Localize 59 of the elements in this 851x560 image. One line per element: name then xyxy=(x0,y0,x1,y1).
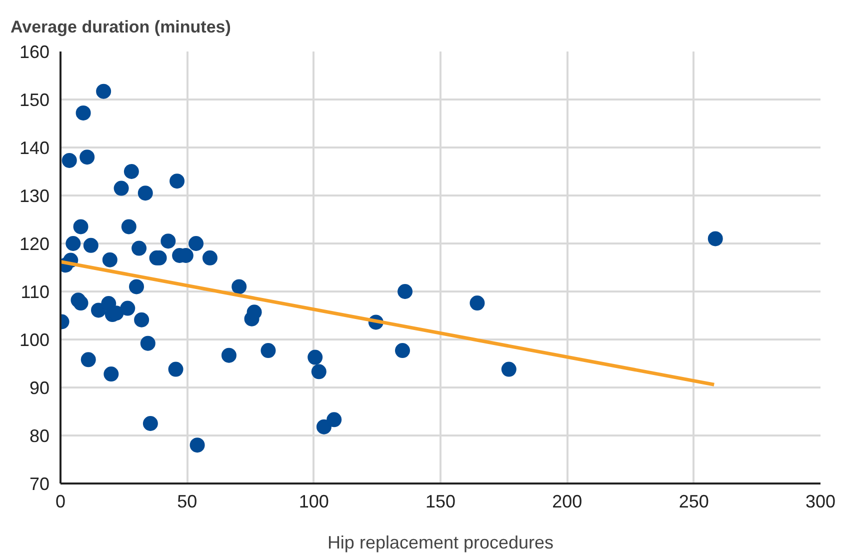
point xyxy=(316,419,332,434)
point xyxy=(398,284,413,299)
point xyxy=(62,152,77,168)
point xyxy=(124,164,139,179)
point xyxy=(138,186,153,201)
point xyxy=(104,366,119,382)
point xyxy=(501,362,516,377)
point xyxy=(80,150,95,165)
point xyxy=(121,219,136,234)
point xyxy=(83,238,98,253)
point xyxy=(132,240,147,256)
x-tick-label: 250 xyxy=(678,492,709,512)
point xyxy=(190,438,205,453)
y-tick-label: 70 xyxy=(29,474,50,494)
point xyxy=(202,250,218,266)
y-tick-label: 90 xyxy=(29,378,50,398)
y-tick-label: 140 xyxy=(19,138,50,158)
point xyxy=(102,252,118,268)
point xyxy=(76,105,91,120)
point xyxy=(260,343,276,358)
point xyxy=(134,312,150,328)
point xyxy=(140,336,156,351)
y-tick-label: 160 xyxy=(19,42,50,62)
point xyxy=(114,180,129,196)
y-tick-label: 110 xyxy=(20,282,50,302)
point xyxy=(66,236,81,251)
point xyxy=(73,219,88,234)
point xyxy=(170,174,185,189)
point xyxy=(708,231,723,246)
point xyxy=(311,364,326,380)
point xyxy=(129,279,144,294)
point xyxy=(80,352,96,368)
point xyxy=(120,300,136,316)
point xyxy=(168,362,184,377)
x-tick-label: 0 xyxy=(55,492,66,512)
point xyxy=(96,84,112,99)
point xyxy=(470,296,485,311)
x-axis-title: Hip replacement procedures xyxy=(327,532,554,552)
point xyxy=(232,279,247,294)
y-tick-label: 80 xyxy=(29,426,50,446)
point xyxy=(221,348,236,363)
y-tick-label: 120 xyxy=(19,234,50,254)
point xyxy=(160,234,176,249)
x-tick-label: 100 xyxy=(298,492,329,512)
y-tick-label: 150 xyxy=(19,90,50,110)
x-tick-label: 300 xyxy=(805,492,836,512)
point xyxy=(395,343,410,358)
y-tick-label: 100 xyxy=(19,330,50,350)
point xyxy=(326,412,342,428)
point xyxy=(73,296,88,311)
point xyxy=(188,236,204,251)
x-tick-label: 150 xyxy=(425,492,456,512)
x-tick-label: 200 xyxy=(552,492,582,512)
point xyxy=(142,416,158,431)
point xyxy=(246,304,262,320)
point xyxy=(308,350,323,365)
y-tick-label: 130 xyxy=(19,186,50,206)
x-tick-label: 50 xyxy=(177,492,198,512)
y-axis-title: Average duration (minutes) xyxy=(10,18,231,36)
